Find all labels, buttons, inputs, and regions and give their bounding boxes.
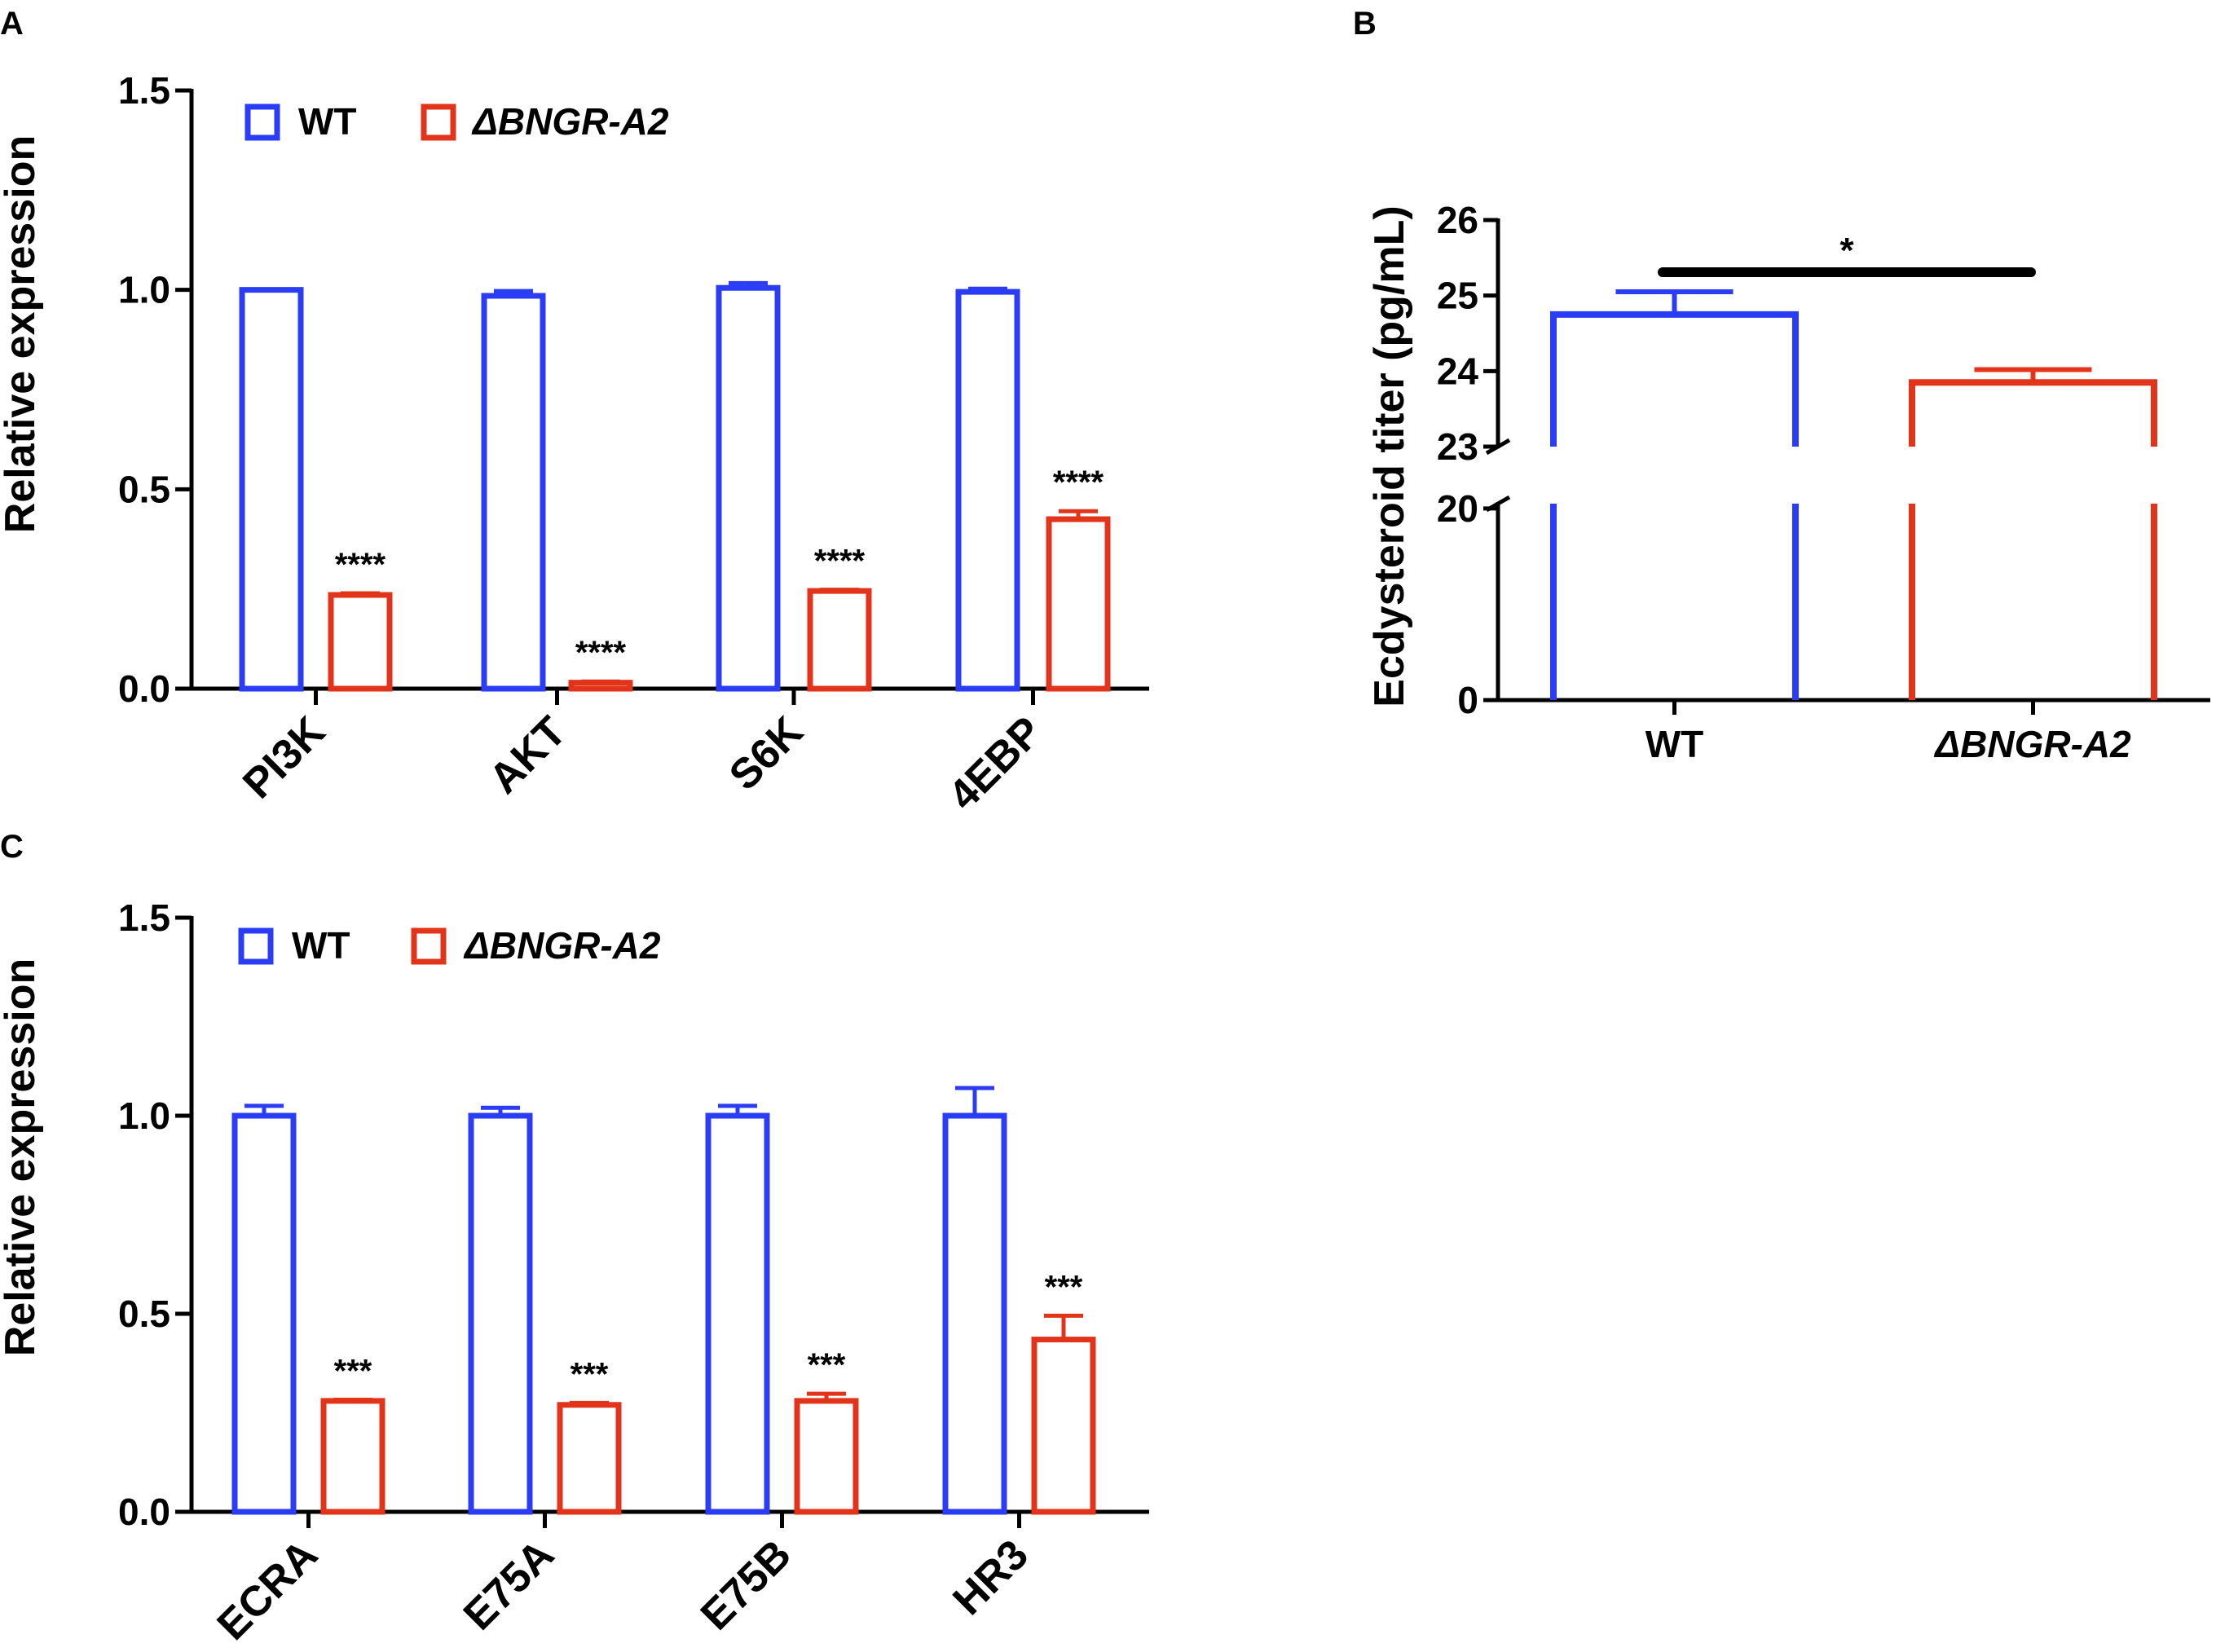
y-tick-label: 1.0: [118, 269, 170, 311]
y-tick-label: 1.5: [118, 69, 170, 112]
bar-mutant-hr3: [1031, 1337, 1096, 1515]
panel-a-ylabel: Relative expression: [0, 135, 44, 533]
bar-mutant-ecra: [320, 1398, 385, 1515]
x-tick-label-pi3k: PI3K: [234, 707, 334, 808]
bar-mutant-e75b: [794, 1398, 859, 1515]
x-tick-label-bngr-a2: ΔBNGR-A2: [1933, 723, 2131, 765]
legend-mutant-label: ΔBNGR-A2: [463, 924, 661, 967]
bar-wt-akt: [481, 293, 546, 692]
panel-c-legend: WT ΔBNGR-A2: [238, 924, 661, 967]
panel-b: B Ecdysteroid titer (pg/mL) 23 24 25 26 0 20 W…: [1353, 6, 2210, 765]
y-tick-label: 0.5: [118, 1293, 170, 1335]
y-tick-label: 1.5: [118, 896, 170, 939]
bar-wt-e75a: [468, 1112, 533, 1515]
y-tick-label: 1.0: [118, 1095, 170, 1137]
bar-mutant: [1909, 379, 2157, 700]
x-tick-label-4ebp: 4EBP: [940, 707, 1051, 819]
significance-akt: ****: [575, 635, 627, 671]
panel-b-label: B: [1353, 6, 1377, 42]
y-tick-label: 23: [1437, 425, 1478, 468]
significance-4ebp: ****: [1053, 465, 1104, 500]
significance-s6k: ****: [814, 544, 866, 579]
bar-mutant-pi3k: [328, 592, 393, 692]
panel-c-bars: *** *** *** ***: [231, 1086, 1096, 1515]
x-tick-label-hr3: HR3: [944, 1531, 1038, 1624]
y-tick-label: 26: [1437, 199, 1478, 241]
bar-mutant-akt: [568, 680, 633, 692]
x-tick-label-ecra: ECRA: [209, 1531, 327, 1649]
y-tick-label: 0: [1457, 679, 1478, 721]
legend-wt-label: WT: [292, 924, 350, 967]
panel-c-axes: 0.0 0.5 1.0 1.5 ECRA E75A E75B HR3: [118, 896, 1149, 1650]
legend-wt-swatch: [245, 104, 280, 141]
x-tick-label-akt: AKT: [480, 707, 575, 803]
significance-ecra: ***: [334, 1353, 372, 1389]
bar-wt: [1550, 311, 1799, 700]
x-tick-label-e75b: E75B: [692, 1531, 800, 1639]
x-tick-label-s6k: S6K: [720, 707, 813, 800]
bar-wt-hr3: [942, 1112, 1007, 1515]
y-tick-label: 25: [1437, 275, 1478, 317]
panel-b-axes: 23 24 25 26 0 20 WT ΔBNGR-A2: [1437, 199, 2210, 765]
panel-a-legend: WT ΔBNGR-A2: [245, 100, 669, 143]
significance-e75b: ***: [808, 1347, 846, 1383]
panel-c: C Relative expression 0.0 0.5 1.0 1.5 ECRA E7…: [0, 829, 1149, 1650]
significance-e75a: ***: [571, 1356, 609, 1392]
legend-wt-swatch: [238, 927, 274, 965]
panel-a-axes: 0.0 0.5 1.0 1.5 PI3K AKT S6K 4EBP: [118, 69, 1149, 820]
legend-mutant-swatch: [421, 104, 456, 141]
panel-c-ylabel: Relative expression: [0, 958, 44, 1356]
y-tick-label: 0.0: [118, 1491, 170, 1533]
bar-wt-ecra: [231, 1112, 297, 1515]
significance-hr3: ***: [1045, 1269, 1083, 1305]
y-tick-label: 0.5: [118, 468, 170, 510]
panel-c-label: C: [0, 829, 24, 865]
legend-wt-label: WT: [298, 100, 357, 143]
bar-mutant-4ebp: [1046, 516, 1111, 692]
bar-wt-s6k: [716, 284, 781, 692]
y-tick-label: 20: [1437, 487, 1478, 530]
bar-wt-pi3k: [239, 287, 304, 692]
significance-pi3k: ****: [335, 547, 386, 583]
bar-wt-4ebp: [955, 289, 1020, 692]
panel-b-bars: *: [1550, 231, 2157, 700]
significance-label: *: [1839, 231, 1854, 271]
bar-mutant-s6k: [807, 588, 872, 692]
legend-mutant-swatch: [411, 927, 447, 965]
panel-b-ylabel: Ecdysteroid titer (pg/mL): [1366, 205, 1413, 707]
bar-wt-e75b: [705, 1112, 770, 1515]
bar-mutant-e75a: [557, 1402, 622, 1515]
x-tick-label-wt: WT: [1645, 723, 1704, 765]
y-tick-label: 0.0: [118, 667, 170, 710]
panel-a: A Relative expression 0.0 0.5 1.0 1.5 PI3K AK…: [0, 6, 1149, 820]
legend-mutant-label: ΔBNGR-A2: [471, 100, 669, 143]
panel-a-label: A: [0, 6, 24, 42]
y-tick-label: 24: [1437, 350, 1479, 392]
panel-a-bars: **** **** **** ****: [239, 280, 1111, 692]
x-tick-label-e75a: E75A: [455, 1531, 563, 1639]
